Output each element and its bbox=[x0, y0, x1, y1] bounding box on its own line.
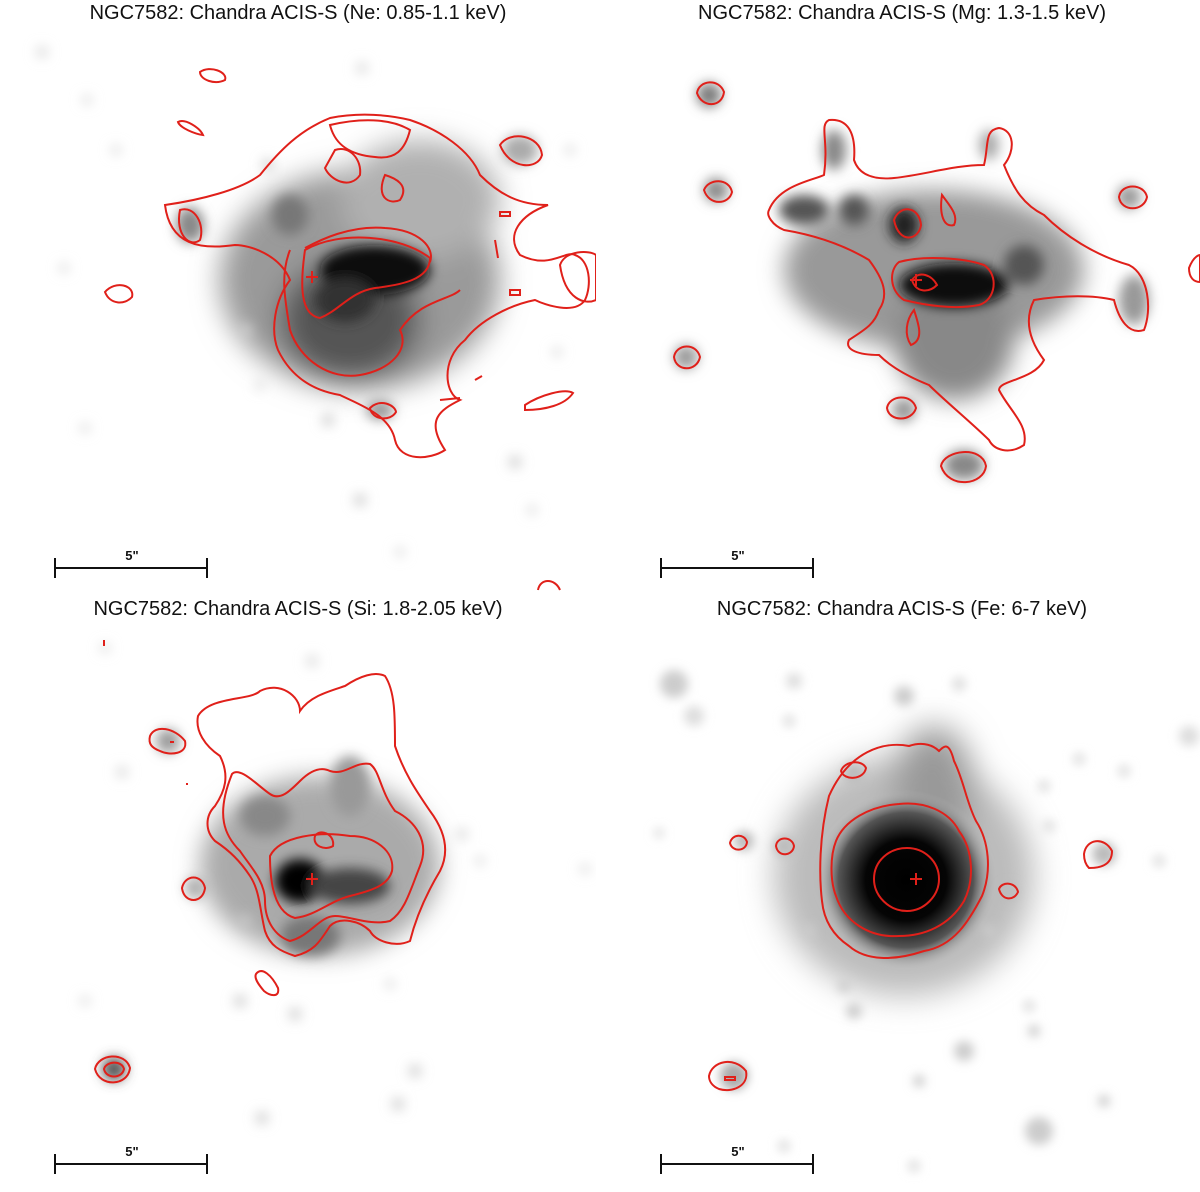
panel-fe: NGC7582: Chandra ACIS-S (Fe: 6-7 keV) 5" bbox=[604, 596, 1200, 1192]
panel-title: NGC7582: Chandra ACIS-S (Si: 1.8-2.05 ke… bbox=[93, 598, 503, 620]
xray-image-ne bbox=[36, 46, 596, 591]
panel-si: NGC7582: Chandra ACIS-S (Si: 1.8-2.05 ke… bbox=[0, 596, 596, 1192]
scale-label: 5" bbox=[125, 548, 139, 563]
panel-mg: NGC7582: Chandra ACIS-S (Mg: 1.3-1.5 keV… bbox=[604, 0, 1200, 596]
panel-title: NGC7582: Chandra ACIS-S (Fe: 6-7 keV) bbox=[716, 598, 1088, 620]
scale-label: 5" bbox=[731, 548, 745, 563]
panel-ne: NGC7582: Chandra ACIS-S (Ne: 0.85-1.1 ke… bbox=[0, 0, 596, 596]
scale-bar: 5" bbox=[660, 1142, 816, 1182]
panel-title: NGC7582: Chandra ACIS-S (Ne: 0.85-1.1 ke… bbox=[89, 2, 507, 24]
xray-image-fe bbox=[654, 670, 1199, 1172]
scale-label: 5" bbox=[731, 1144, 745, 1159]
scale-bar: 5" bbox=[660, 546, 816, 586]
panel-title: NGC7582: Chandra ACIS-S (Mg: 1.3-1.5 keV… bbox=[698, 2, 1106, 24]
scale-bar: 5" bbox=[54, 546, 210, 586]
xray-image-si bbox=[80, 640, 590, 1124]
scale-label: 5" bbox=[125, 1144, 139, 1159]
xray-image-mg bbox=[672, 81, 1200, 484]
scale-bar: 5" bbox=[54, 1142, 210, 1182]
